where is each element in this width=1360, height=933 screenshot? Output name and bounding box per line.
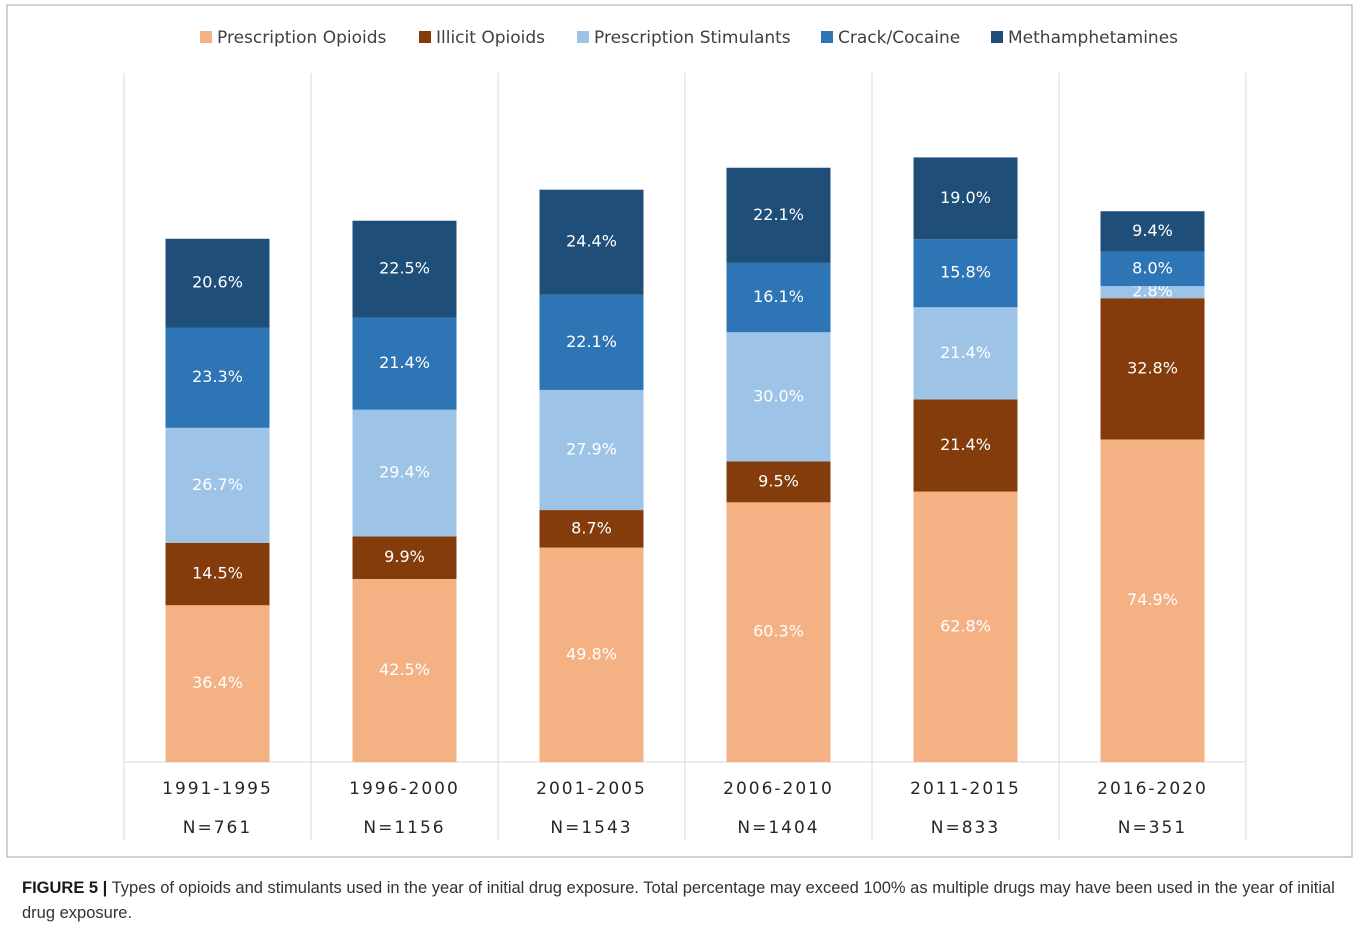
- bar-segment: [726, 262, 831, 333]
- data-label: 22.1%: [566, 332, 617, 351]
- frame: [6, 4, 1353, 858]
- data-label: 15.8%: [940, 263, 991, 282]
- data-label: 36.4%: [192, 673, 243, 692]
- data-label: 26.7%: [192, 475, 243, 494]
- data-label: 60.3%: [753, 622, 804, 641]
- data-label: 49.8%: [566, 644, 617, 663]
- data-label: 14.5%: [192, 564, 243, 583]
- bar-segment: [1100, 251, 1205, 287]
- data-label: 16.1%: [753, 287, 804, 306]
- legend-label: Methamphetamines: [1008, 28, 1178, 48]
- data-label: 21.4%: [379, 353, 430, 372]
- bar-segment: [1100, 286, 1205, 299]
- bar-segment: [913, 307, 1018, 400]
- bar-segment: [913, 157, 1018, 240]
- sample-size-label: N=351: [1118, 818, 1187, 838]
- x-tick-label: 1991-1995: [162, 779, 273, 799]
- data-label: 8.0%: [1132, 258, 1173, 277]
- data-label: 74.9%: [1127, 590, 1178, 609]
- data-label: 2.8%: [1132, 282, 1173, 301]
- data-label: 9.5%: [758, 471, 799, 490]
- legend-label: Prescription Stimulants: [594, 28, 791, 48]
- data-label: 62.8%: [940, 616, 991, 635]
- legend-swatch: [821, 31, 833, 43]
- bar-segment: [913, 399, 1018, 492]
- bar-segment: [539, 389, 644, 511]
- data-label: 9.9%: [384, 547, 425, 566]
- x-tick-label: 2011-2015: [910, 779, 1021, 799]
- data-label: 42.5%: [379, 660, 430, 679]
- bar-segment: [726, 167, 831, 263]
- bar-segment: [726, 461, 831, 503]
- bar-segment: [352, 317, 457, 410]
- bar-segment: [913, 491, 1018, 762]
- data-label: 29.4%: [379, 463, 430, 482]
- data-label: 22.5%: [379, 259, 430, 278]
- sample-size-label: N=1404: [737, 818, 819, 838]
- bar-segment: [165, 542, 270, 606]
- data-label: 32.8%: [1127, 358, 1178, 377]
- data-label: 20.6%: [192, 273, 243, 292]
- caption-text: Types of opioids and stimulants used in …: [22, 879, 1335, 922]
- bar-segment: [352, 409, 457, 537]
- data-label: 27.9%: [566, 440, 617, 459]
- legend-label: Illicit Opioids: [436, 28, 545, 48]
- data-label: 9.4%: [1132, 221, 1173, 240]
- x-tick-label: 1996-2000: [349, 779, 460, 799]
- data-label: 19.0%: [940, 188, 991, 207]
- bar-segment: [165, 605, 270, 762]
- data-label: 24.4%: [566, 232, 617, 251]
- sample-size-label: N=761: [183, 818, 252, 838]
- sample-size-label: N=1543: [550, 818, 632, 838]
- bar-segment: [352, 578, 457, 762]
- x-tick-label: 2016-2020: [1097, 779, 1208, 799]
- legend-swatch: [577, 31, 589, 43]
- sample-size-label: N=833: [931, 818, 1000, 838]
- bar-segment: [726, 502, 831, 762]
- bar-segment: [352, 536, 457, 579]
- sample-size-label: N=1156: [363, 818, 445, 838]
- legend-swatch: [200, 31, 212, 43]
- bar-segment: [165, 327, 270, 428]
- legend-label: Crack/Cocaine: [838, 28, 960, 48]
- bar-segment: [539, 547, 644, 762]
- legend-swatch: [419, 31, 431, 43]
- caption-label: FIGURE 5 |: [22, 879, 108, 897]
- chart: Prescription Opioids Illicit Opioids Presc…: [6, 4, 1353, 858]
- bar-segment: [539, 294, 644, 390]
- bar-segment: [726, 332, 831, 462]
- bar-segment: [165, 238, 270, 328]
- caption: FIGURE 5 | Types of opioids and stimulan…: [22, 876, 1338, 926]
- bar-segment: [539, 510, 644, 548]
- data-label: 8.7%: [571, 518, 612, 537]
- bar-segment: [913, 239, 1018, 308]
- x-tick-label: 2006-2010: [723, 779, 834, 799]
- bar-segment: [352, 220, 457, 318]
- x-tick-label: 2001-2005: [536, 779, 647, 799]
- bar-segment: [1100, 439, 1205, 762]
- bar-segment: [539, 189, 644, 295]
- data-label: 23.3%: [192, 367, 243, 386]
- data-label: 30.0%: [753, 386, 804, 405]
- bar-segment: [165, 427, 270, 543]
- data-label: 21.4%: [940, 343, 991, 362]
- legend-swatch: [991, 31, 1003, 43]
- data-label: 21.4%: [940, 435, 991, 454]
- bar-segment: [1100, 211, 1205, 252]
- legend-label: Prescription Opioids: [217, 28, 387, 48]
- bar-segment: [1100, 298, 1205, 440]
- data-label: 22.1%: [753, 205, 804, 224]
